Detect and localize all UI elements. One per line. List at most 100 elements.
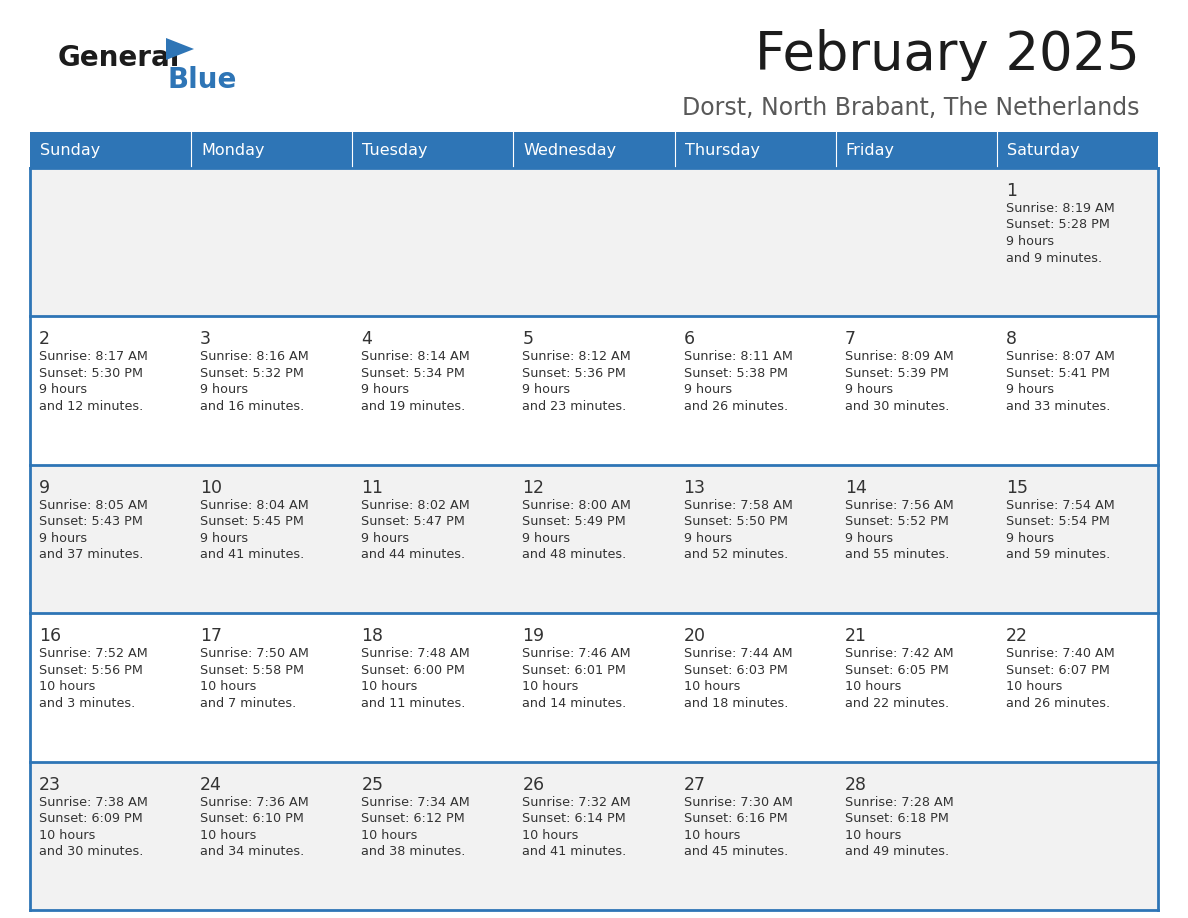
Bar	[30, 317, 1158, 465]
Text: and 30 minutes.: and 30 minutes.	[845, 400, 949, 413]
Text: Sunrise: 8:19 AM: Sunrise: 8:19 AM	[1006, 202, 1114, 215]
Text: Sunrise: 8:12 AM: Sunrise: 8:12 AM	[523, 351, 631, 364]
Text: 10 hours: 10 hours	[361, 680, 418, 693]
Text: Sunset: 6:09 PM: Sunset: 6:09 PM	[39, 812, 143, 825]
Text: 28: 28	[845, 776, 867, 793]
Text: and 23 minutes.: and 23 minutes.	[523, 400, 627, 413]
Text: 1: 1	[1006, 182, 1017, 200]
Text: Tuesday: Tuesday	[362, 142, 428, 158]
Text: 16: 16	[39, 627, 61, 645]
Text: 9 hours: 9 hours	[1006, 235, 1054, 248]
Text: Sunrise: 8:00 AM: Sunrise: 8:00 AM	[523, 498, 631, 512]
Text: 9 hours: 9 hours	[361, 384, 410, 397]
Text: and 14 minutes.: and 14 minutes.	[523, 697, 627, 710]
Text: Sunset: 6:18 PM: Sunset: 6:18 PM	[845, 812, 948, 825]
Text: Sunrise: 7:30 AM: Sunrise: 7:30 AM	[683, 796, 792, 809]
Text: Sunset: 5:58 PM: Sunset: 5:58 PM	[200, 664, 304, 677]
Bar	[30, 613, 1158, 762]
Text: Sunset: 6:00 PM: Sunset: 6:00 PM	[361, 664, 466, 677]
Text: Sunset: 6:10 PM: Sunset: 6:10 PM	[200, 812, 304, 825]
Text: Sunset: 5:38 PM: Sunset: 5:38 PM	[683, 367, 788, 380]
Text: Sunrise: 7:56 AM: Sunrise: 7:56 AM	[845, 498, 954, 512]
Text: Sunrise: 7:34 AM: Sunrise: 7:34 AM	[361, 796, 470, 809]
Text: Sunrise: 7:28 AM: Sunrise: 7:28 AM	[845, 796, 954, 809]
Text: Sunrise: 7:42 AM: Sunrise: 7:42 AM	[845, 647, 953, 660]
Text: 9 hours: 9 hours	[845, 384, 893, 397]
Text: Sunset: 6:01 PM: Sunset: 6:01 PM	[523, 664, 626, 677]
Text: and 26 minutes.: and 26 minutes.	[1006, 697, 1110, 710]
Text: Sunset: 6:05 PM: Sunset: 6:05 PM	[845, 664, 948, 677]
Text: Sunrise: 8:11 AM: Sunrise: 8:11 AM	[683, 351, 792, 364]
Text: and 52 minutes.: and 52 minutes.	[683, 548, 788, 561]
Text: and 41 minutes.: and 41 minutes.	[523, 845, 627, 858]
Text: and 3 minutes.: and 3 minutes.	[39, 697, 135, 710]
Text: 23: 23	[39, 776, 61, 793]
Text: and 12 minutes.: and 12 minutes.	[39, 400, 144, 413]
Text: 9 hours: 9 hours	[683, 532, 732, 544]
Text: Sunset: 5:36 PM: Sunset: 5:36 PM	[523, 367, 626, 380]
Text: 9 hours: 9 hours	[200, 532, 248, 544]
Text: 10 hours: 10 hours	[523, 680, 579, 693]
Text: Saturday: Saturday	[1007, 142, 1080, 158]
Text: Sunrise: 8:05 AM: Sunrise: 8:05 AM	[39, 498, 147, 512]
Text: Sunset: 6:03 PM: Sunset: 6:03 PM	[683, 664, 788, 677]
Text: Sunset: 5:47 PM: Sunset: 5:47 PM	[361, 515, 466, 528]
Text: Sunrise: 8:17 AM: Sunrise: 8:17 AM	[39, 351, 147, 364]
Text: 21: 21	[845, 627, 867, 645]
Text: 17: 17	[200, 627, 222, 645]
Text: Sunset: 5:56 PM: Sunset: 5:56 PM	[39, 664, 143, 677]
Text: 9 hours: 9 hours	[39, 532, 87, 544]
Text: and 22 minutes.: and 22 minutes.	[845, 697, 949, 710]
Bar	[30, 762, 1158, 910]
Text: Sunset: 5:32 PM: Sunset: 5:32 PM	[200, 367, 304, 380]
Text: 5: 5	[523, 330, 533, 349]
Text: Sunrise: 7:48 AM: Sunrise: 7:48 AM	[361, 647, 470, 660]
Bar	[675, 132, 835, 168]
Text: 9 hours: 9 hours	[200, 384, 248, 397]
Text: 10 hours: 10 hours	[200, 680, 257, 693]
Text: Sunrise: 8:16 AM: Sunrise: 8:16 AM	[200, 351, 309, 364]
Text: 9 hours: 9 hours	[1006, 532, 1054, 544]
Text: February 2025: February 2025	[756, 29, 1140, 81]
Text: Monday: Monday	[201, 142, 265, 158]
Text: 9 hours: 9 hours	[523, 384, 570, 397]
Text: Sunset: 6:12 PM: Sunset: 6:12 PM	[361, 812, 465, 825]
Text: Friday: Friday	[846, 142, 895, 158]
Text: 10 hours: 10 hours	[683, 829, 740, 842]
Text: Sunset: 5:39 PM: Sunset: 5:39 PM	[845, 367, 948, 380]
Text: 10 hours: 10 hours	[1006, 680, 1062, 693]
Text: Sunrise: 7:52 AM: Sunrise: 7:52 AM	[39, 647, 147, 660]
Text: 26: 26	[523, 776, 544, 793]
Text: 10 hours: 10 hours	[39, 829, 95, 842]
Text: Sunrise: 7:36 AM: Sunrise: 7:36 AM	[200, 796, 309, 809]
Bar	[30, 168, 1158, 317]
Text: and 9 minutes.: and 9 minutes.	[1006, 252, 1102, 264]
Text: 10 hours: 10 hours	[683, 680, 740, 693]
Text: and 37 minutes.: and 37 minutes.	[39, 548, 144, 561]
Bar	[191, 132, 353, 168]
Text: 10: 10	[200, 479, 222, 497]
Text: 6: 6	[683, 330, 695, 349]
Text: and 38 minutes.: and 38 minutes.	[361, 845, 466, 858]
Bar	[835, 132, 997, 168]
Text: and 18 minutes.: and 18 minutes.	[683, 697, 788, 710]
Bar	[997, 132, 1158, 168]
Text: and 26 minutes.: and 26 minutes.	[683, 400, 788, 413]
Text: and 30 minutes.: and 30 minutes.	[39, 845, 144, 858]
Text: 25: 25	[361, 776, 384, 793]
Bar	[353, 132, 513, 168]
Text: Sunset: 6:14 PM: Sunset: 6:14 PM	[523, 812, 626, 825]
Text: 12: 12	[523, 479, 544, 497]
Text: 9 hours: 9 hours	[1006, 384, 1054, 397]
Text: 10 hours: 10 hours	[200, 829, 257, 842]
Text: Sunset: 6:07 PM: Sunset: 6:07 PM	[1006, 664, 1110, 677]
Text: and 55 minutes.: and 55 minutes.	[845, 548, 949, 561]
Bar	[30, 465, 1158, 613]
Text: Sunrise: 7:58 AM: Sunrise: 7:58 AM	[683, 498, 792, 512]
Text: 3: 3	[200, 330, 211, 349]
Text: and 41 minutes.: and 41 minutes.	[200, 548, 304, 561]
Text: Sunrise: 8:14 AM: Sunrise: 8:14 AM	[361, 351, 470, 364]
Text: and 48 minutes.: and 48 minutes.	[523, 548, 627, 561]
Text: 10 hours: 10 hours	[845, 829, 901, 842]
Text: and 16 minutes.: and 16 minutes.	[200, 400, 304, 413]
